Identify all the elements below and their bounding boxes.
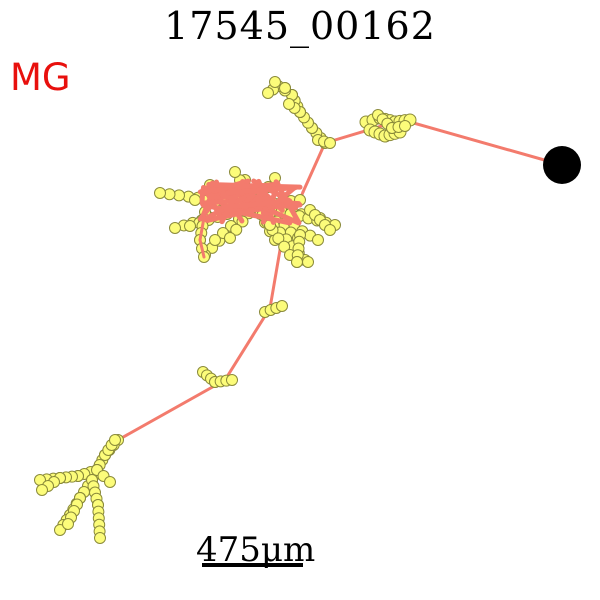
neurite-node bbox=[279, 82, 291, 94]
neurite-core-stroke bbox=[199, 190, 206, 204]
neurite-node bbox=[224, 232, 236, 244]
neurite-node bbox=[189, 194, 201, 206]
neurite-nodes bbox=[34, 76, 417, 544]
neurite-node bbox=[54, 524, 66, 536]
neurite-node bbox=[302, 256, 314, 268]
neurite-node bbox=[36, 484, 48, 496]
neurite-node bbox=[276, 300, 288, 312]
neurite-core-stroke bbox=[260, 206, 268, 216]
neurite-segment bbox=[116, 378, 227, 442]
scale-bar bbox=[202, 563, 303, 567]
neurite-node bbox=[229, 166, 241, 178]
neurite-node bbox=[278, 240, 291, 253]
neurite-segment bbox=[223, 306, 272, 382]
neurite-node bbox=[184, 220, 196, 232]
neurite-segment bbox=[301, 141, 327, 194]
neurite-node bbox=[209, 234, 221, 246]
neurite-node bbox=[324, 224, 336, 236]
neurite-segment-overlay bbox=[198, 238, 206, 259]
neurite-node bbox=[62, 518, 74, 530]
neurite-node bbox=[324, 137, 336, 149]
neurite-node bbox=[291, 256, 303, 268]
neurite-core-stroke bbox=[244, 193, 256, 203]
neurite-core-stroke bbox=[219, 179, 246, 225]
neurite-core-stroke bbox=[225, 185, 298, 196]
neurite-node bbox=[230, 223, 243, 236]
neurite-node bbox=[272, 232, 285, 245]
neurite-node bbox=[283, 98, 295, 110]
neurite-node bbox=[94, 532, 106, 544]
neurite-segment bbox=[408, 120, 564, 167]
neurite-node bbox=[169, 222, 181, 234]
neurite-edges bbox=[38, 80, 564, 540]
neurite-segment bbox=[268, 248, 282, 310]
neurite-overlay-edges bbox=[197, 178, 303, 259]
neurite-node bbox=[269, 76, 281, 88]
soma bbox=[543, 146, 581, 184]
cell-type-tag: MG bbox=[10, 56, 71, 99]
neurite-node bbox=[104, 476, 116, 488]
neurite-core-stroke bbox=[274, 203, 285, 210]
neurite-node bbox=[226, 374, 238, 386]
neurite-node bbox=[262, 87, 274, 99]
neurite-node bbox=[109, 434, 121, 446]
neurite-node bbox=[399, 120, 411, 132]
neurite-core-stroke bbox=[205, 186, 217, 195]
neurite-node bbox=[154, 187, 166, 199]
figure-title: 17545_00162 bbox=[164, 4, 436, 48]
neurite-node bbox=[312, 234, 324, 246]
neurite-segment-overlay bbox=[198, 210, 207, 242]
